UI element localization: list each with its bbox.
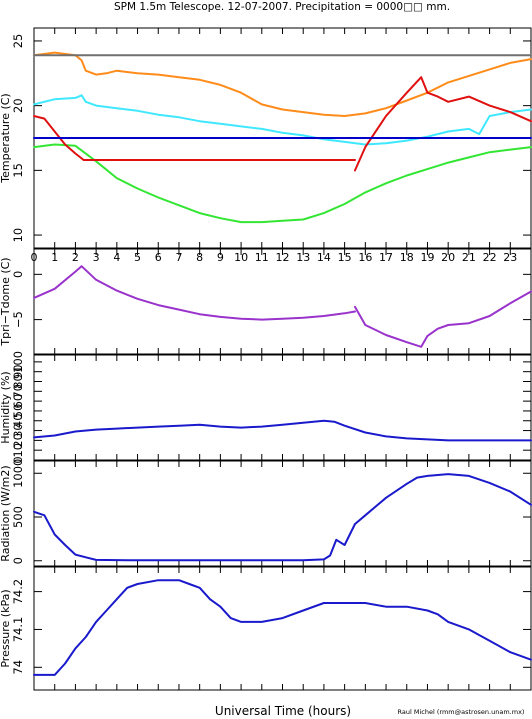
x-tick-label: 16 — [358, 251, 372, 264]
x-tick-label: 15 — [338, 251, 352, 264]
x-tick-label: 4 — [113, 251, 120, 264]
credit-text: Raul Michel (rmm@astrosen.unam.mx) — [398, 708, 525, 716]
x-tick-label: 12 — [276, 251, 290, 264]
x-tick-label: 11 — [255, 251, 269, 264]
temperature-y-tick-label: 15 — [11, 163, 25, 178]
x-tick-label: 8 — [196, 251, 203, 264]
radiation-series-blue-0 — [33, 473, 532, 562]
humidity-y-tick-label: 40 — [11, 413, 25, 428]
x-tick-label: 18 — [400, 251, 414, 264]
tpri-tdome-y-axis-label: Tpri−Tdome (C) — [0, 257, 12, 346]
tpri-tdome-y-tick-label: −5 — [11, 311, 25, 328]
x-tick-label: 20 — [441, 251, 455, 264]
humidity-frame — [33, 354, 532, 461]
humidity-y-tick-label: 0 — [11, 456, 25, 463]
humidity-series-blue-0 — [33, 419, 532, 442]
pressure-y-tick-label: 74 — [11, 660, 25, 675]
x-tick-label: 1 — [51, 251, 58, 264]
x-tick-label: 21 — [462, 251, 476, 264]
humidity-y-axis-label: Humidity (%) — [0, 371, 12, 443]
tpri-tdome-frame — [33, 248, 532, 355]
humidity-y-tick-label: 80 — [11, 374, 25, 389]
radiation-y-tick-label: 1000 — [11, 459, 25, 488]
x-tick-label: 6 — [155, 251, 162, 264]
tpri-tdome-series-purple-1 — [354, 290, 532, 348]
x-tick-label: 13 — [296, 251, 310, 264]
pressure-y-tick-label: 74.1 — [11, 617, 25, 643]
x-tick-label: 17 — [379, 251, 393, 264]
temperature-panel: 0 1 2 3 4 5 6 7 8 9 10 11 12 13 14 15 16 17 18 19 20 21 22 2310… — [0, 27, 532, 264]
pressure-series-blue-0 — [33, 579, 532, 676]
humidity-y-tick-label: 50 — [11, 404, 25, 419]
x-tick-label: 14 — [317, 251, 331, 264]
x-tick-label: 7 — [175, 251, 182, 264]
humidity-y-tick-label: 100 — [11, 351, 25, 373]
humidity-y-tick-label: 10 — [11, 443, 25, 458]
radiation-y-tick-label: 0 — [11, 557, 25, 564]
humidity-y-tick-label: 90 — [11, 364, 25, 379]
x-tick-label: 2 — [72, 251, 79, 264]
x-tick-label: 3 — [93, 251, 100, 264]
temperature-series-red-5 — [354, 76, 532, 172]
radiation-y-axis-label: Radiation (W/m2) — [0, 465, 12, 561]
temperature-series-cyan-1 — [33, 94, 532, 146]
temperature-series-orange-0 — [33, 51, 532, 117]
pressure-y-axis-label: Pressure (kPa) — [0, 589, 12, 667]
tpri-tdome-y-tick-label: 0 — [11, 271, 25, 278]
humidity-y-tick-label: 70 — [11, 384, 25, 399]
temperature-y-tick-label: 25 — [11, 34, 25, 49]
temperature-y-tick-label: 10 — [11, 228, 25, 243]
x-tick-label: 9 — [217, 251, 224, 264]
radiation-y-tick-label: 500 — [11, 506, 25, 528]
x-tick-label: 19 — [420, 251, 434, 264]
radiation-frame — [33, 460, 532, 567]
x-tick-label: 5 — [134, 251, 141, 264]
x-tick-label: 23 — [503, 251, 517, 264]
humidity-y-tick-label: 60 — [11, 394, 25, 409]
temperature-series-green-2 — [33, 143, 532, 224]
temperature-y-tick-label: 20 — [11, 98, 25, 113]
pressure-frame — [33, 566, 532, 691]
humidity-y-tick-label: 30 — [11, 423, 25, 438]
x-tick-label: 22 — [483, 251, 497, 264]
tpri-tdome-series-purple-0 — [33, 265, 356, 321]
humidity-y-tick-label: 20 — [11, 433, 25, 448]
pressure-y-tick-label: 74.2 — [11, 579, 25, 605]
temperature-y-axis-label: Temperature (C) — [0, 93, 12, 183]
x-tick-label: 10 — [234, 251, 248, 264]
chart-title: SPM 1.5m Telescope. 12-07-2007. Precipit… — [114, 1, 450, 13]
x-axis-label: Universal Time (hours) — [215, 704, 351, 718]
